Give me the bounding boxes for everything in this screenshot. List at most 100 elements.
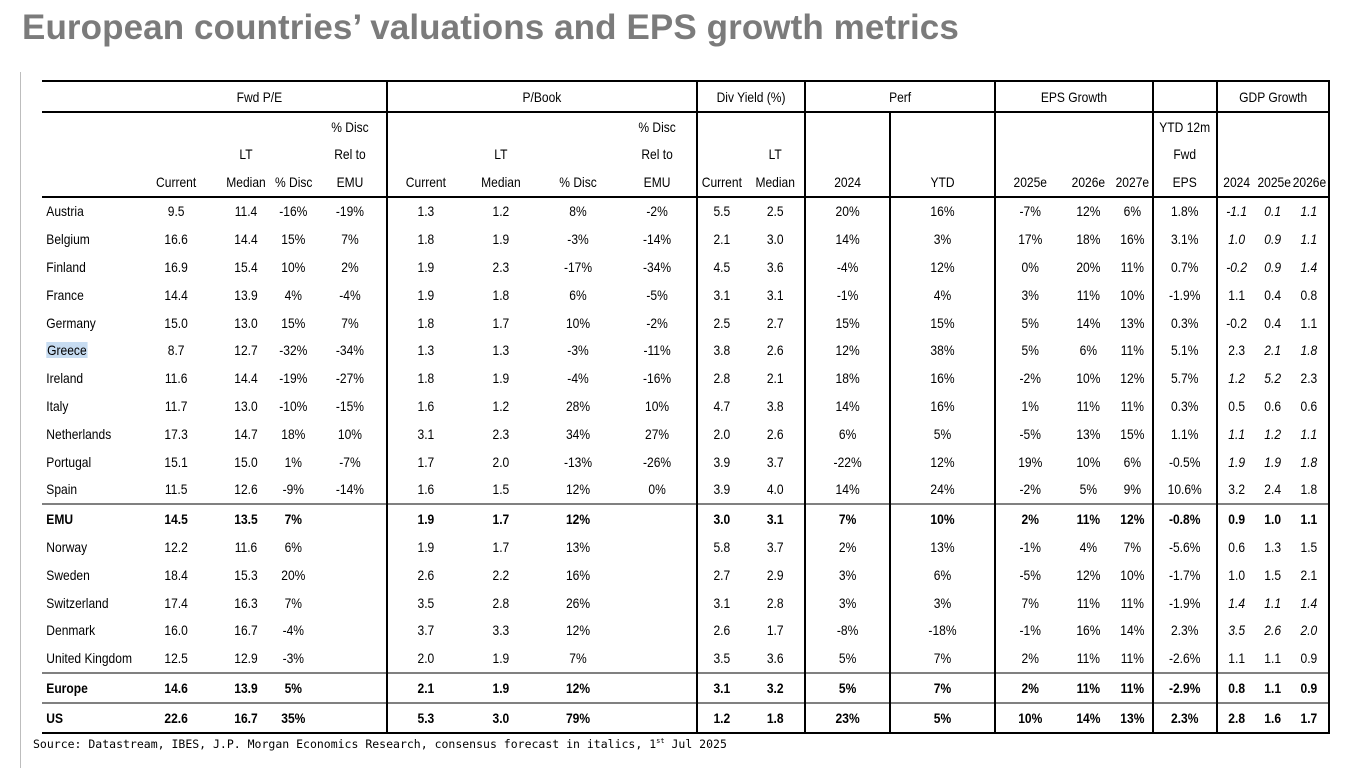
table-cell: 1.9 [392,503,459,534]
table-cell: 4.5 [713,258,731,275]
table-cell: 12% [1076,566,1101,583]
table-cell: 1.7 [492,538,510,555]
table-cell: 5.3 [392,701,459,734]
table-cell: -5% [1019,566,1042,583]
table-cell: 3% [810,560,886,589]
table-cell: -32% [278,342,308,359]
table-cell: 6% [284,538,302,555]
table-cell: 11% [1068,503,1109,534]
table-row: Finland 16.9 15.4 10% 2% 1.9 2.3 -17% -34% 4.5 3.6… [42,253,1329,281]
table-cell: 14.7 [234,425,258,442]
table-cell: 5.8 [713,538,731,555]
table-cell: 10% [1114,560,1152,589]
table-cell: -0.2 [1225,314,1247,331]
table-cell: 6% [897,560,989,589]
table-cell: 1.9 [492,650,510,667]
table-cell: 3.7 [417,622,435,639]
table-cell: 1.4 [1293,588,1328,617]
column-header: Current [392,168,459,198]
table-cell: 2.9 [749,560,802,589]
table-cell: 2.6 [749,419,802,448]
table-cell: 13.9 [223,672,269,703]
table-cell: 2% [810,533,886,561]
table-cell: 3.1 [713,286,731,303]
table-cell: 1.5 [1293,533,1328,561]
table-cell [623,533,693,561]
table-row: Ireland 11.6 14.4 -19% -27% 1.8 1.9 -4% -16% 2.8 2… [42,364,1329,393]
table-cell: 8% [569,203,587,220]
table-cell: 15.3 [234,566,258,583]
table-cell: 0.9 [1264,231,1282,248]
table-cell: 2.5 [713,314,731,331]
table-cell: 1.1 [1264,594,1282,611]
table-cell: 1.9 [469,672,533,703]
table-cell: 0.3% [1157,308,1214,337]
table-cell: 1.1 [1293,419,1328,448]
table-cell: 2.5 [749,196,802,226]
row-label: Europe [42,672,121,703]
table-cell: 1.3 [417,203,435,220]
table-cell: 13% [1114,308,1152,337]
column-header: EMU [319,168,383,198]
table-cell: 10% [280,258,306,275]
table-cell: 3.5 [1227,622,1245,639]
table-cell: 13% [1114,701,1152,734]
table-cell: -1% [810,280,886,309]
table-cell: 12.7 [234,342,258,359]
header-row-3: Current Median% Disc EMU Current Median% Dis… [42,168,1329,198]
table-cell: 1.5 [1264,566,1282,583]
table-cell: 15.1 [164,453,189,470]
table-cell [319,672,383,703]
table-cell: 1.8 [1293,475,1328,505]
table-cell: 24% [897,475,989,505]
table-cell: 13.0 [234,397,258,414]
table-cell: 2.6 [713,622,731,639]
table-cell: 11% [1114,588,1152,617]
table-cell: 16% [897,364,989,393]
table-cell: 1.2 [492,397,510,414]
table-cell: 3.9 [713,481,731,498]
pe-disc-emu-h1: % Disc [319,112,383,141]
table-cell: 12% [897,253,989,281]
table-cell: 18% [280,425,306,442]
table-cell: -3% [282,650,304,667]
table-cell: 3.1 [417,425,435,442]
table-cell: 11% [1068,672,1109,703]
column-header: EMU [623,168,693,198]
table-cell: 1.3 [1264,538,1282,555]
table-cell: 3.0 [469,701,533,734]
table-row: Netherlands 17.3 14.7 18% 10% 3.1 2.3 34% 27% 2.0… [42,419,1329,448]
table-cell: 7% [569,650,587,667]
row-label: US [42,701,121,734]
left-divider [20,72,21,768]
table-cell: 2.1 [749,364,802,393]
table-cell: 14% [810,392,886,420]
table-cell: -15% [319,392,383,420]
table-cell: 0.6 [1293,392,1328,420]
table-cell: 3.1 [700,672,743,703]
table-cell: 1.6 [1257,701,1288,734]
table-cell: 15.0 [234,453,258,470]
table-cell: 0.5 [1227,397,1245,414]
table-cell: 18% [1076,231,1101,248]
table-cell: -17% [563,258,592,275]
table-cell: 3.5 [417,594,435,611]
table-cell: 13% [897,533,989,561]
table-cell: 12% [897,447,989,476]
table-cell: 1% [1021,397,1040,414]
table-cell: 35% [274,701,312,734]
column-header: % Disc [543,168,613,198]
column-header: 2027e [1114,168,1152,198]
table-cell: 27% [623,419,693,448]
table-cell: 16.6 [164,231,189,248]
table-cell: 1.6 [417,481,435,498]
header-row-1: % Disc % Disc YTD 12m [42,112,1329,141]
table-cell: 13% [1076,425,1101,442]
table-cell: 1.8 [417,370,435,387]
table-cell: 10.6% [1157,475,1214,505]
table-cell: 3.1 [713,594,731,611]
table-cell: -22% [810,447,886,476]
table-cell: 5% [274,672,312,703]
table-cell: 12% [565,622,590,639]
table-cell: -11% [623,336,693,365]
